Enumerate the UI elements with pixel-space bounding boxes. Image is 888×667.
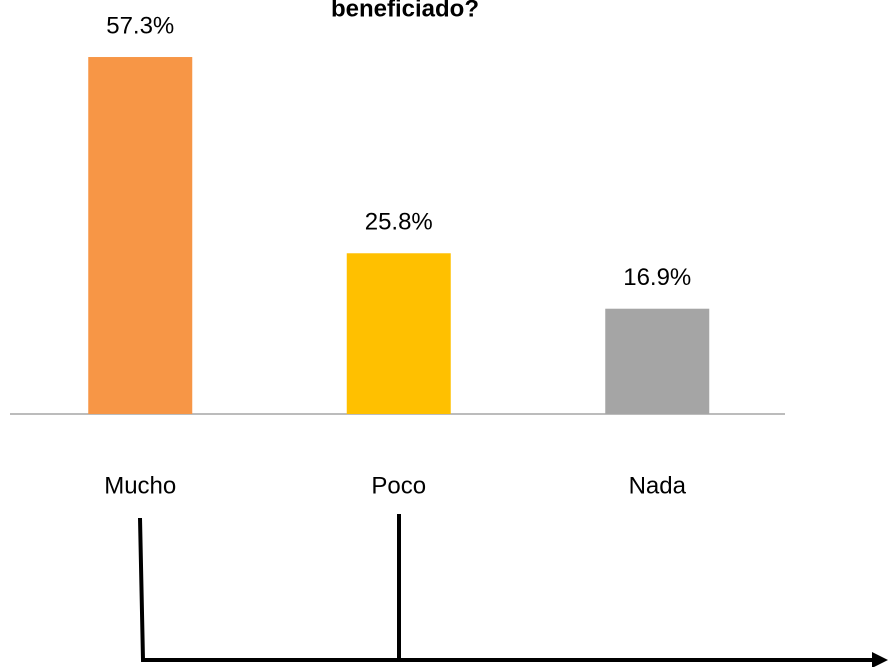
bar — [346, 253, 451, 414]
connector — [138, 517, 878, 662]
x-tick-label: Nada — [629, 472, 687, 499]
connector-lines — [138, 514, 878, 662]
value-label: 16.9% — [623, 264, 691, 291]
value-label: 25.8% — [365, 209, 433, 236]
arrow-head — [872, 652, 888, 667]
chart-title: beneficiado? — [331, 0, 479, 22]
bar — [88, 57, 193, 415]
x-tick-label: Poco — [371, 472, 426, 499]
value-label: 57.3% — [106, 12, 174, 39]
bar — [605, 308, 710, 414]
x-tick-label: Mucho — [104, 472, 176, 499]
